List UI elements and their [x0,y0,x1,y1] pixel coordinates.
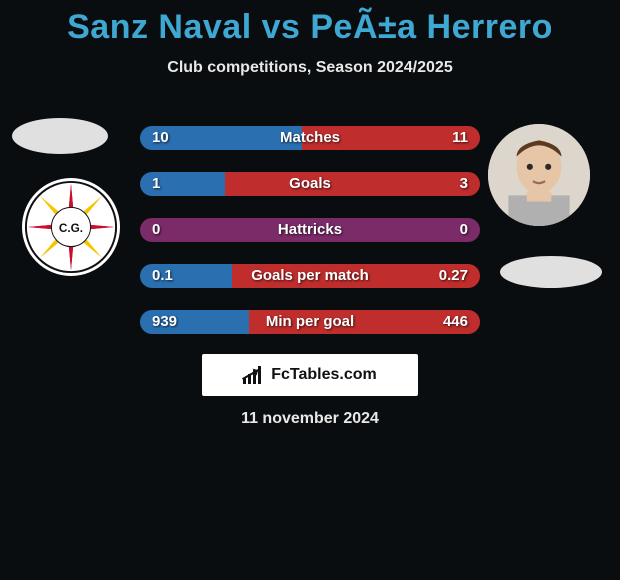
stat-label: Goals [140,172,480,196]
stat-right-value: 446 [443,310,468,334]
club-left-crest: C.G. [22,178,120,276]
stat-right-value: 11 [452,126,468,150]
stat-row: 10Matches11 [140,126,480,150]
stats-table: 10Matches11 1Goals3 0Hattricks0 0.1Goals pe… [140,126,480,356]
logo-text: FcTables.com [271,366,377,384]
bar-chart-icon [243,366,265,384]
source-logo: FcTables.com [202,354,418,396]
stat-label: Matches [140,126,480,150]
player-right-avatar [488,124,590,226]
page-title: Sanz Naval vs PeÃ±a Herrero [0,0,620,47]
stat-row: 0.1Goals per match0.27 [140,264,480,288]
svg-text:C.G.: C.G. [59,222,83,235]
stat-row: 0Hattricks0 [140,218,480,242]
date-label: 11 november 2024 [0,410,620,428]
stat-row: 1Goals3 [140,172,480,196]
stat-label: Hattricks [140,218,480,242]
subtitle: Club competitions, Season 2024/2025 [0,59,620,77]
club-right-crest [500,256,602,288]
stat-right-value: 0.27 [439,264,468,288]
stat-right-value: 3 [460,172,468,196]
stat-label: Goals per match [140,264,480,288]
stat-label: Min per goal [140,310,480,334]
stat-row: 939Min per goal446 [140,310,480,334]
stat-right-value: 0 [460,218,468,242]
player-left-avatar [12,118,108,154]
